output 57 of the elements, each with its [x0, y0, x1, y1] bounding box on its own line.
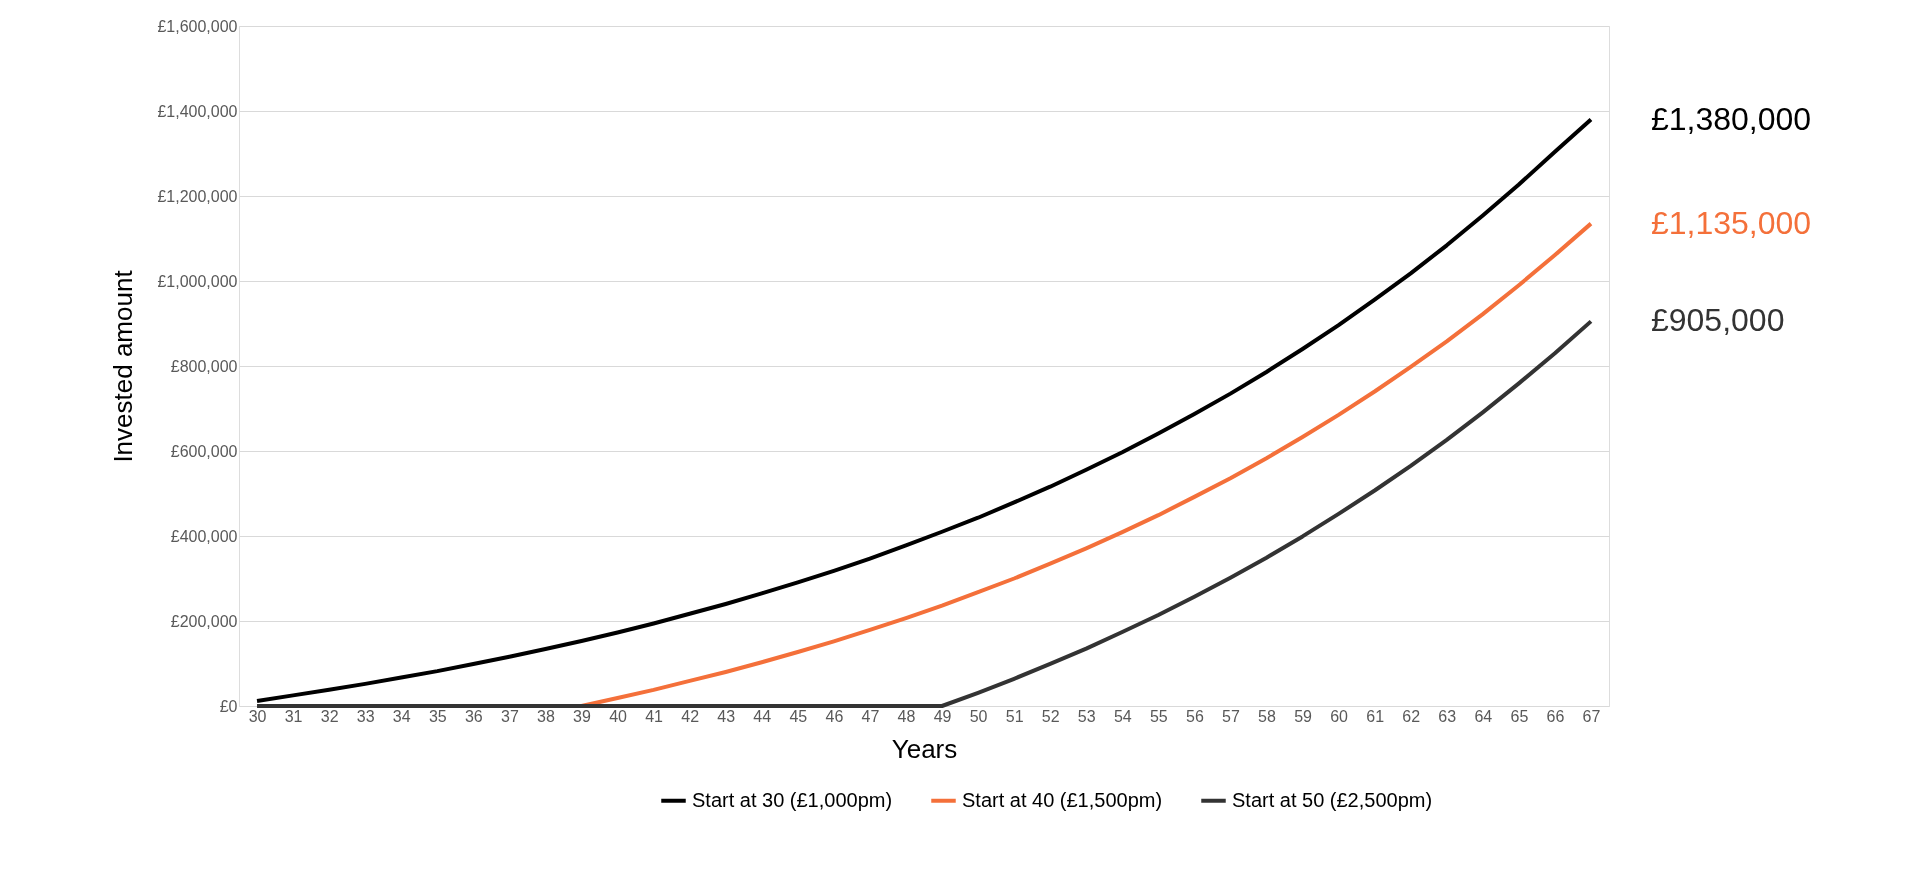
x-tick-label: 44 — [753, 707, 772, 725]
data-label: £1,380,000 — [1650, 100, 1812, 137]
y-axis-title: Invested amount — [108, 269, 139, 463]
x-tick-label: 46 — [825, 707, 844, 725]
x-tick-label: 40 — [609, 707, 628, 725]
y-tick-label: £200,000 — [170, 612, 238, 630]
data-label: £1,135,000 — [1650, 204, 1812, 241]
x-tick-label: 41 — [645, 707, 664, 725]
x-tick-label: 50 — [969, 707, 988, 725]
x-tick-label: 34 — [392, 707, 411, 725]
legend-label: Start at 50 (£2,500pm) — [1232, 788, 1433, 811]
y-tick-label: £1,400,000 — [157, 102, 238, 120]
x-tick-label: 61 — [1366, 707, 1385, 725]
x-tick-label: 58 — [1258, 707, 1276, 725]
x-tick-label: 49 — [933, 707, 952, 725]
x-tick-label: 53 — [1077, 707, 1096, 725]
x-tick-label: 64 — [1474, 707, 1493, 725]
x-tick-label: 47 — [861, 707, 880, 725]
x-tick-label: 67 — [1582, 707, 1601, 725]
x-tick-label: 33 — [356, 707, 375, 725]
x-tick-label: 39 — [573, 707, 591, 725]
line-series — [255, 117, 1593, 703]
x-tick-label: 32 — [320, 707, 339, 725]
x-tick-label: 60 — [1330, 707, 1349, 725]
x-tick-label: 52 — [1041, 707, 1060, 725]
x-tick-label: 35 — [428, 707, 447, 725]
y-tick-label: £800,000 — [170, 357, 238, 375]
x-tick-label: 66 — [1546, 707, 1565, 725]
x-tick-label: 36 — [464, 707, 483, 725]
x-axis-title: Years — [891, 733, 958, 764]
x-tick-label: 55 — [1149, 707, 1168, 725]
x-tick-label: 30 — [248, 707, 267, 725]
x-tick-label: 48 — [897, 707, 916, 725]
y-tick-label: £1,600,000 — [157, 17, 238, 35]
x-tick-label: 59 — [1294, 707, 1313, 725]
data-label: £905,000 — [1650, 302, 1785, 339]
x-tick-label: 56 — [1186, 707, 1204, 725]
y-tick-label: £0 — [219, 697, 238, 715]
line-series — [255, 319, 1593, 708]
x-tick-label: 43 — [717, 707, 736, 725]
x-tick-label: 54 — [1113, 707, 1132, 725]
x-tick-label: 65 — [1510, 707, 1529, 725]
x-tick-label: 37 — [501, 707, 519, 725]
y-tick-label: £1,000,000 — [157, 272, 238, 290]
y-tick-label: £400,000 — [170, 527, 238, 545]
y-tick-label: £600,000 — [170, 442, 238, 460]
x-tick-label: 51 — [1005, 707, 1024, 725]
x-tick-label: 42 — [681, 707, 700, 725]
legend-label: Start at 40 (£1,500pm) — [962, 788, 1163, 811]
y-tick-label: £1,200,000 — [157, 187, 238, 205]
x-tick-label: 63 — [1438, 707, 1457, 725]
x-tick-label: 57 — [1222, 707, 1240, 725]
x-tick-label: 45 — [789, 707, 808, 725]
x-tick-label: 38 — [537, 707, 555, 725]
legend-label: Start at 30 (£1,000pm) — [692, 788, 893, 811]
x-tick-label: 31 — [284, 707, 303, 725]
x-tick-label: 62 — [1402, 707, 1421, 725]
